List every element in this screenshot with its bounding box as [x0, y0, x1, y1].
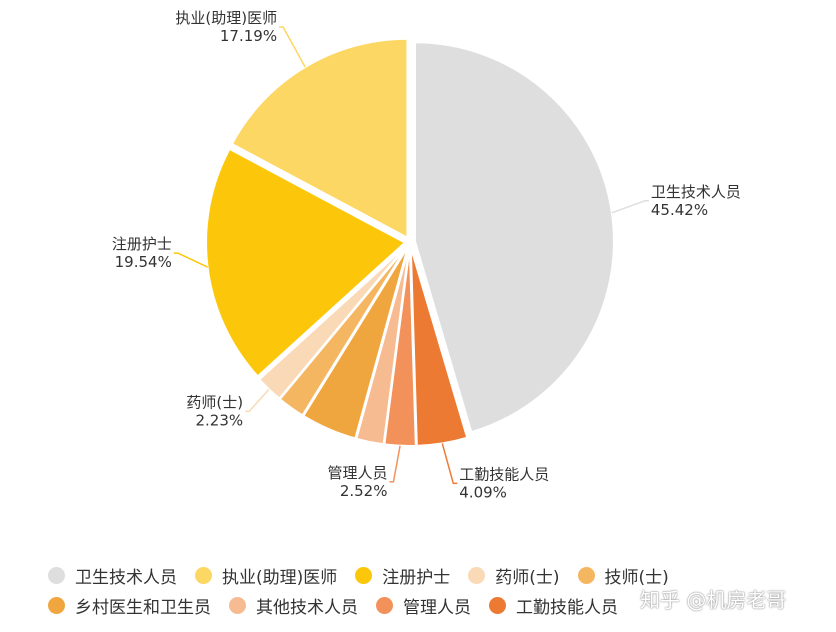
pie-slices	[205, 37, 615, 447]
legend-label: 工勤技能人员	[516, 597, 618, 618]
watermark: 知乎 @机房老哥	[640, 588, 787, 612]
slice-label-name: 卫生技术人员	[651, 183, 741, 201]
legend-row: 卫生技术人员 执业(助理)医师 注册护士 药师(士) 技师(士)	[48, 560, 828, 590]
pie-slice-slice-8	[230, 37, 409, 239]
slice-label-value: 17.19%	[220, 27, 277, 45]
slice-label-value: 19.54%	[115, 253, 172, 271]
legend-item[interactable]: 工勤技能人员	[489, 593, 618, 618]
legend-item[interactable]: 卫生技术人员	[48, 563, 177, 588]
legend-label: 卫生技术人员	[75, 567, 177, 588]
pie-slice-slice-7	[205, 147, 407, 378]
leader-line	[245, 388, 270, 413]
legend-label: 乡村医生和卫生员	[75, 597, 211, 618]
legend-item[interactable]: 执业(助理)医师	[195, 563, 337, 588]
legend-label: 执业(助理)医师	[222, 567, 338, 588]
legend-swatch-icon	[48, 596, 65, 614]
legend-swatch-icon	[376, 596, 393, 614]
legend-swatch-icon	[229, 596, 246, 614]
leader-lines	[173, 26, 649, 485]
legend-swatch-icon	[355, 566, 373, 584]
legend-label: 技师(士)	[604, 567, 669, 588]
legend-item[interactable]: 管理人员	[376, 593, 471, 618]
legend-item[interactable]: 药师(士)	[468, 563, 560, 588]
pie-slice-slice-4	[302, 245, 410, 440]
legend: 卫生技术人员 执业(助理)医师 注册护士 药师(士) 技师(士) 乡村医生和卫生员 其他技…	[48, 560, 828, 620]
leader-line	[173, 252, 208, 268]
legend-label: 管理人员	[403, 597, 471, 618]
legend-label: 注册护士	[382, 567, 451, 588]
leader-line	[279, 26, 306, 68]
slice-label-name: 执业(助理)医师	[175, 9, 277, 27]
slice-label-value: 2.23%	[195, 411, 243, 429]
slice-label-value: 2.52%	[340, 482, 388, 500]
slice-label-value: 4.09%	[459, 483, 507, 501]
legend-item[interactable]: 技师(士)	[577, 563, 669, 588]
pie-slice-slice-0	[413, 41, 615, 434]
slice-label-name: 工勤技能人员	[459, 465, 549, 483]
legend-item[interactable]: 注册护士	[355, 563, 450, 588]
legend-swatch-icon	[489, 596, 506, 614]
leader-line	[611, 200, 649, 214]
legend-item[interactable]: 乡村医生和卫生员	[48, 593, 211, 618]
legend-row: 乡村医生和卫生员 其他技术人员 管理人员 工勤技能人员	[48, 590, 828, 620]
pie-slice-slice-6	[258, 244, 408, 400]
leader-line	[389, 445, 401, 483]
pie-slice-slice-3	[355, 245, 411, 446]
leader-line	[441, 443, 458, 485]
legend-swatch-icon	[468, 566, 486, 584]
slice-label-value: 45.42%	[651, 201, 708, 219]
legend-item[interactable]: 其他技术人员	[229, 593, 358, 618]
pie-slice-slice-1	[409, 245, 469, 447]
legend-swatch-icon	[195, 566, 212, 584]
slice-label-name: 药师(士)	[186, 393, 243, 411]
legend-label: 药师(士)	[495, 567, 560, 588]
slice-label-name: 注册护士	[112, 235, 172, 253]
slice-label-name: 管理人员	[327, 464, 387, 482]
legend-swatch-icon	[577, 566, 595, 584]
legend-swatch-icon	[48, 566, 65, 584]
legend-label: 其他技术人员	[256, 597, 358, 618]
